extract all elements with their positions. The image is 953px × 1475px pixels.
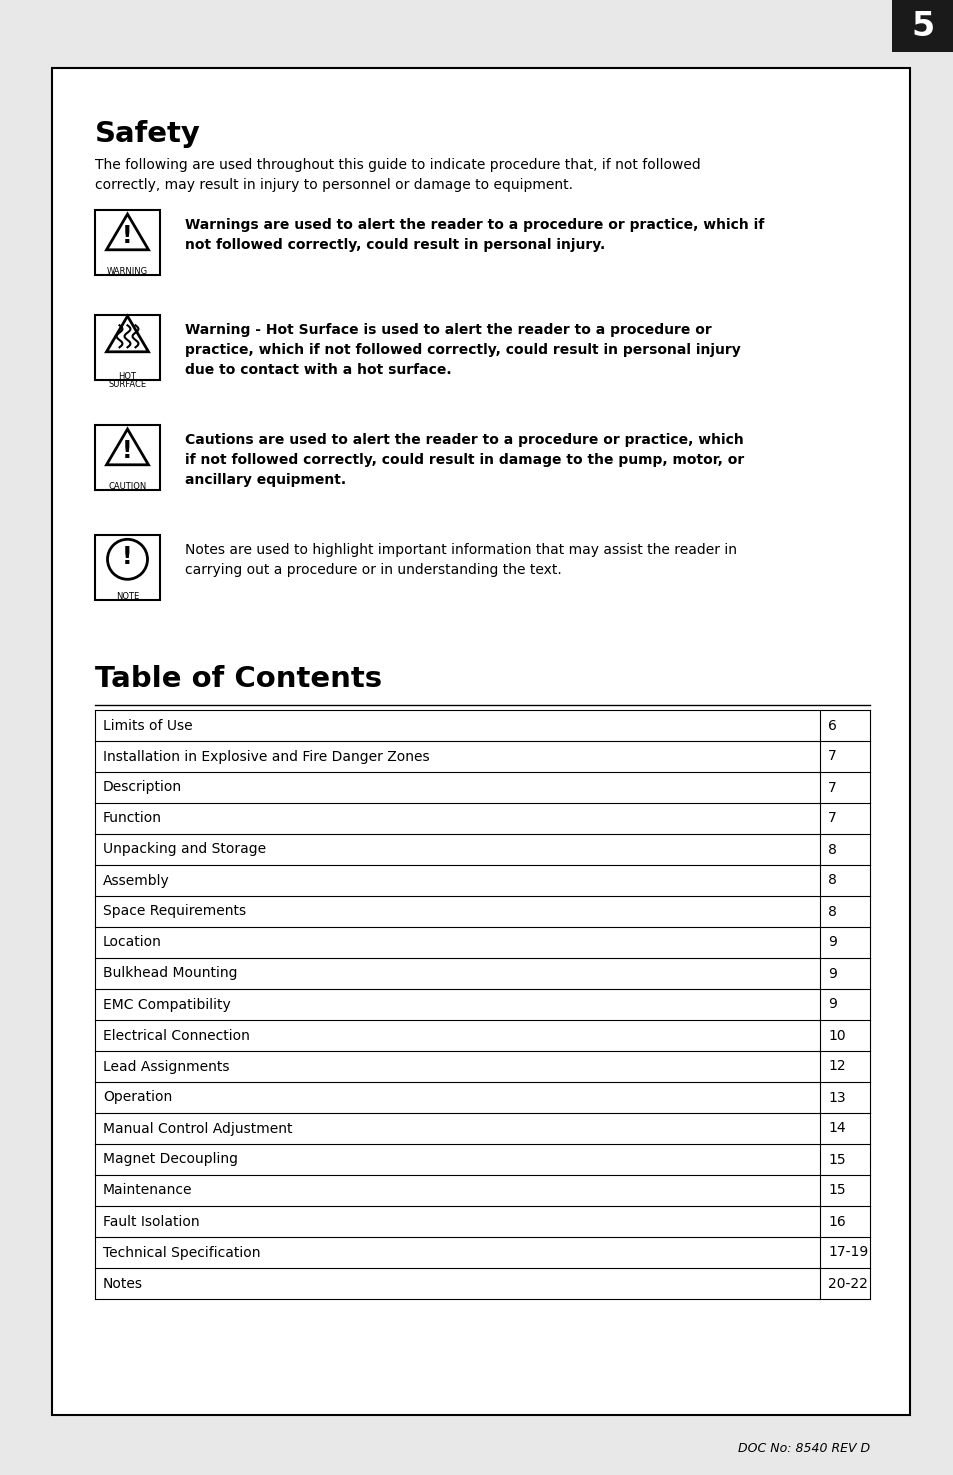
Bar (95, 957, 869, 990)
Text: Location: Location (103, 935, 162, 950)
Circle shape (108, 540, 148, 580)
Bar (95, 1207, 869, 1238)
Polygon shape (107, 214, 149, 249)
Text: Operation: Operation (103, 1090, 172, 1105)
Text: EMC Compatibility: EMC Compatibility (103, 997, 231, 1012)
Text: Warnings are used to alert the reader to a procedure or practice, which if
not f: Warnings are used to alert the reader to… (185, 218, 763, 252)
Bar (95, 1145, 869, 1176)
Text: 15: 15 (827, 1152, 844, 1167)
Text: 8: 8 (827, 904, 836, 919)
Bar (95, 1238, 869, 1268)
Text: Space Requirements: Space Requirements (103, 904, 246, 919)
Text: The following are used throughout this guide to indicate procedure that, if not : The following are used throughout this g… (95, 158, 700, 192)
Text: !: ! (122, 546, 132, 569)
Polygon shape (107, 316, 149, 353)
Bar (95, 1114, 869, 1145)
Bar (95, 535, 160, 600)
Bar (95, 709, 869, 740)
Bar (95, 1021, 869, 1052)
Text: 8: 8 (827, 873, 836, 888)
Text: 7: 7 (827, 780, 836, 795)
Text: WARNING: WARNING (107, 267, 148, 276)
Text: Description: Description (103, 780, 182, 795)
Text: DOC No: 8540 REV D: DOC No: 8540 REV D (737, 1441, 869, 1454)
Polygon shape (107, 429, 149, 465)
Text: 6: 6 (827, 718, 836, 733)
Text: Cautions are used to alert the reader to a procedure or practice, which
if not f: Cautions are used to alert the reader to… (185, 434, 743, 487)
Text: Magnet Decoupling: Magnet Decoupling (103, 1152, 237, 1167)
Bar (891, 0, 953, 52)
Text: 15: 15 (827, 1183, 844, 1198)
Text: Electrical Connection: Electrical Connection (103, 1028, 250, 1043)
Text: 7: 7 (827, 749, 836, 764)
Bar (95, 1052, 869, 1083)
Text: CAUTION: CAUTION (109, 482, 147, 491)
Text: 16: 16 (827, 1214, 845, 1229)
Text: 14: 14 (827, 1121, 844, 1136)
Bar (95, 209, 160, 274)
Text: 20-22: 20-22 (827, 1276, 867, 1291)
Bar (95, 1268, 869, 1299)
Text: Manual Control Adjustment: Manual Control Adjustment (103, 1121, 293, 1136)
Text: 7: 7 (827, 811, 836, 826)
Text: 9: 9 (827, 966, 836, 981)
Bar (95, 1083, 869, 1114)
Text: Maintenance: Maintenance (103, 1183, 193, 1198)
Text: Unpacking and Storage: Unpacking and Storage (103, 842, 266, 857)
Text: Notes: Notes (103, 1276, 143, 1291)
Text: Installation in Explosive and Fire Danger Zones: Installation in Explosive and Fire Dange… (103, 749, 429, 764)
Text: Fault Isolation: Fault Isolation (103, 1214, 199, 1229)
Bar (95, 316, 160, 381)
Text: 10: 10 (827, 1028, 844, 1043)
Text: 5: 5 (910, 9, 934, 43)
Bar (52, 68, 909, 1415)
Text: !: ! (122, 440, 132, 463)
Text: 8: 8 (827, 842, 836, 857)
Text: Limits of Use: Limits of Use (103, 718, 193, 733)
Bar (95, 833, 869, 864)
Text: HOT: HOT (118, 372, 136, 381)
Bar (95, 771, 869, 802)
Text: Warning - Hot Surface is used to alert the reader to a procedure or
practice, wh: Warning - Hot Surface is used to alert t… (185, 323, 740, 378)
Text: 9: 9 (827, 997, 836, 1012)
Text: 13: 13 (827, 1090, 844, 1105)
Text: 9: 9 (827, 935, 836, 950)
Text: Function: Function (103, 811, 162, 826)
Text: 17-19: 17-19 (827, 1245, 867, 1260)
Text: !: ! (122, 224, 132, 248)
Text: Technical Specification: Technical Specification (103, 1245, 260, 1260)
Bar (95, 802, 869, 833)
Text: NOTE: NOTE (115, 591, 139, 600)
Bar (95, 990, 869, 1021)
Text: 12: 12 (827, 1059, 844, 1074)
Text: Notes are used to highlight important information that may assist the reader in
: Notes are used to highlight important in… (185, 543, 737, 577)
Bar (95, 926, 869, 957)
Text: Bulkhead Mounting: Bulkhead Mounting (103, 966, 237, 981)
Bar (95, 864, 869, 895)
Bar (95, 1176, 869, 1207)
Bar (95, 895, 869, 926)
Text: SURFACE: SURFACE (109, 381, 147, 389)
Bar (95, 425, 160, 490)
Text: Table of Contents: Table of Contents (95, 665, 382, 693)
Bar (95, 740, 869, 771)
Text: Assembly: Assembly (103, 873, 170, 888)
Text: Lead Assignments: Lead Assignments (103, 1059, 230, 1074)
Text: Safety: Safety (95, 119, 201, 148)
